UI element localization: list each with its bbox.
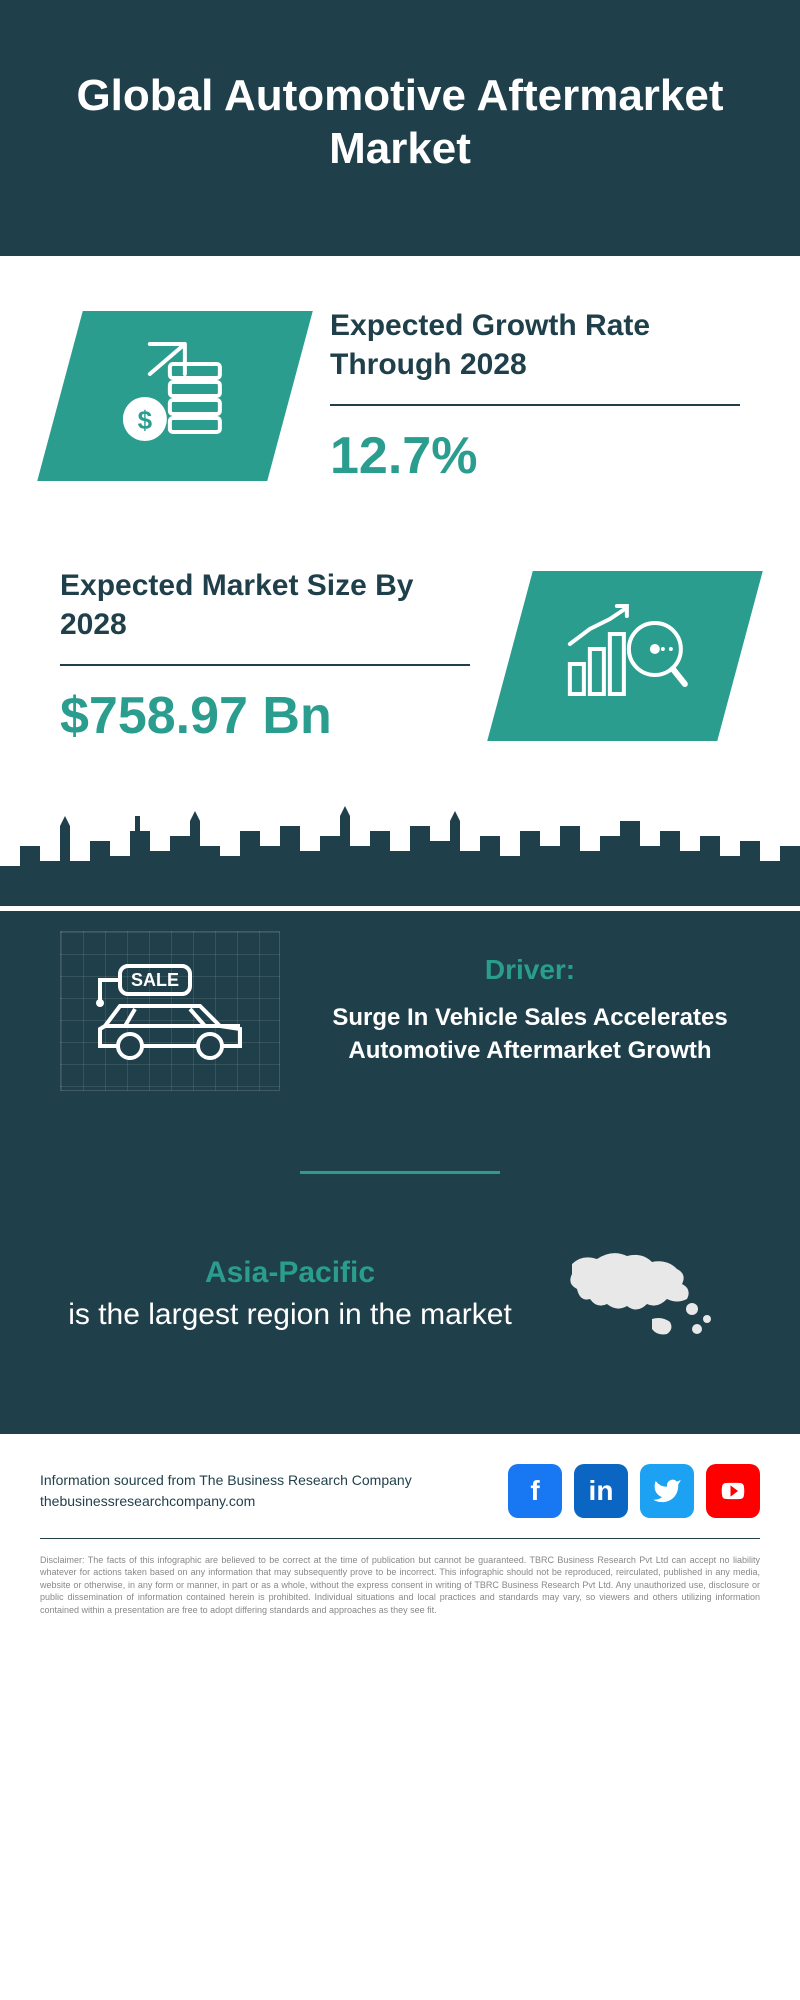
svg-text:SALE: SALE <box>131 970 179 990</box>
growth-text: Expected Growth Rate Through 2028 12.7% <box>330 306 740 486</box>
twitter-icon[interactable] <box>640 1464 694 1518</box>
driver-title: Driver: <box>320 954 740 986</box>
market-icon-box <box>487 571 763 741</box>
source-line2: thebusinessresearchcompany.com <box>40 1491 412 1512</box>
skyline-silhouette <box>0 776 800 911</box>
social-icons: f in <box>508 1464 760 1518</box>
footer-top: Information sourced from The Business Re… <box>40 1464 760 1539</box>
dark-section: SALE Driver: Surge In Vehicle Sales Acce… <box>0 911 800 1434</box>
chart-analysis-icon <box>555 593 695 718</box>
market-label: Expected Market Size By 2028 <box>60 566 470 666</box>
region-row: Asia-Pacific is the largest region in th… <box>0 1214 800 1374</box>
growth-value: 12.7% <box>330 426 740 486</box>
driver-text: Driver: Surge In Vehicle Sales Accelerat… <box>320 954 740 1068</box>
footer: Information sourced from The Business Re… <box>0 1434 800 1637</box>
market-size-section: Expected Market Size By 2028 $758.97 Bn <box>0 516 800 776</box>
region-highlight: Asia-Pacific <box>205 1256 375 1289</box>
svg-text:$: $ <box>138 404 153 434</box>
growth-rate-section: $ Expected Growth Rate Through 2028 12.7… <box>0 256 800 516</box>
source-text: Information sourced from The Business Re… <box>40 1470 412 1512</box>
car-sale-icon: SALE <box>60 931 280 1091</box>
region-rest: is the largest region in the market <box>68 1298 512 1331</box>
linkedin-icon[interactable]: in <box>574 1464 628 1518</box>
growth-label: Expected Growth Rate Through 2028 <box>330 306 740 406</box>
market-text: Expected Market Size By 2028 $758.97 Bn <box>60 566 470 746</box>
driver-description: Surge In Vehicle Sales Accelerates Autom… <box>320 1001 740 1068</box>
money-growth-icon: $ <box>110 333 240 458</box>
section-divider <box>300 1171 500 1174</box>
disclaimer: Disclaimer: The facts of this infographi… <box>40 1554 760 1617</box>
region-text: Asia-Pacific is the largest region in th… <box>68 1252 512 1336</box>
header-banner: Global Automotive Aftermarket Market <box>0 0 800 256</box>
market-value: $758.97 Bn <box>60 686 470 746</box>
source-line1: Information sourced from The Business Re… <box>40 1470 412 1491</box>
page-title: Global Automotive Aftermarket Market <box>40 70 760 176</box>
asia-pacific-map-icon <box>552 1234 732 1354</box>
youtube-icon[interactable] <box>706 1464 760 1518</box>
driver-row: SALE Driver: Surge In Vehicle Sales Acce… <box>0 911 800 1131</box>
growth-icon-box: $ <box>37 311 313 481</box>
facebook-icon[interactable]: f <box>508 1464 562 1518</box>
